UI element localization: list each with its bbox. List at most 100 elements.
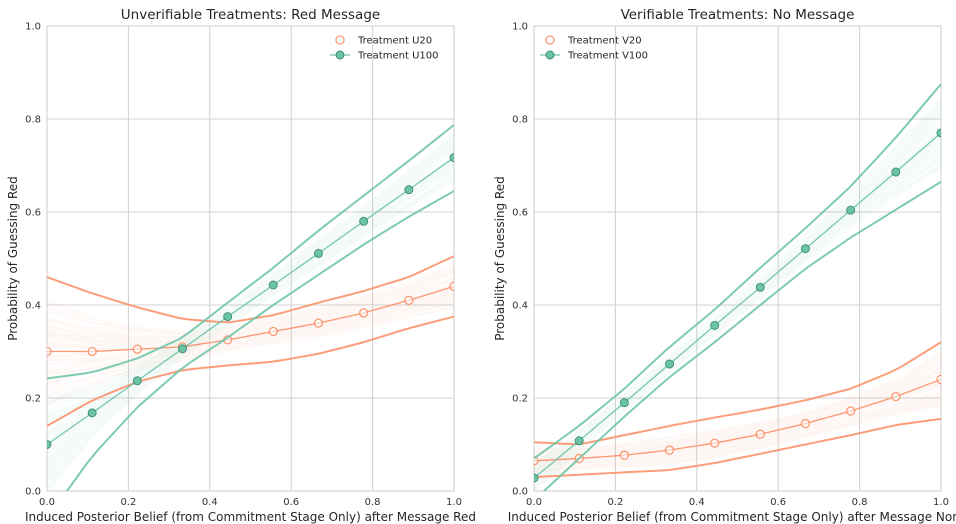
bootstrap-line xyxy=(47,142,454,465)
bootstrap-line xyxy=(47,297,454,397)
bootstrap-line xyxy=(534,151,941,469)
bootstrap-line xyxy=(534,391,941,474)
bootstrap-line xyxy=(47,290,454,365)
treatment-u100-point xyxy=(178,344,188,354)
bootstrap-line xyxy=(47,180,454,461)
bootstrap-line xyxy=(534,158,941,465)
x-tick-label: 0.8 xyxy=(365,497,381,508)
bootstrap-line xyxy=(47,295,454,346)
bootstrap-line xyxy=(47,277,454,346)
bootstrap-line xyxy=(534,133,941,470)
bootstrap-line xyxy=(534,158,941,470)
bootstrap-line xyxy=(47,141,454,444)
x-tick-label: 1.0 xyxy=(933,497,949,508)
chart-title: Unverifiable Treatments: Red Message xyxy=(121,7,380,23)
treatment-v100-band-lower xyxy=(542,180,941,491)
bootstrap-line xyxy=(534,362,941,454)
bootstrap-line xyxy=(47,141,454,467)
bootstrap-line xyxy=(47,297,454,350)
x-tick-label: 0.6 xyxy=(770,497,786,508)
legend-marker xyxy=(545,50,555,60)
bootstrap-line xyxy=(47,301,454,379)
bootstrap-line xyxy=(534,167,941,478)
bootstrap-line xyxy=(47,294,454,342)
bootstrap-line xyxy=(47,158,454,474)
bootstrap-line xyxy=(534,383,941,457)
bootstrap-line xyxy=(47,272,454,357)
bootstrap-line xyxy=(534,107,941,487)
bootstrap-line xyxy=(47,176,454,439)
bootstrap-line xyxy=(47,270,454,339)
treatment-v20-point xyxy=(710,438,720,448)
treatment-u20-band-upper xyxy=(47,255,454,324)
treatment-u20-point xyxy=(47,346,52,357)
bootstrap-line xyxy=(47,270,454,373)
bootstrap-line xyxy=(47,138,454,443)
bootstrap-line xyxy=(47,287,454,394)
plot-area xyxy=(46,25,455,492)
x-tick-label: 0.8 xyxy=(852,497,868,508)
x-axis-label: Induced Posterior Belief (from Commitmen… xyxy=(25,510,476,524)
bootstrap-line xyxy=(534,112,941,491)
bootstrap-line xyxy=(534,379,941,469)
y-tick-label: 0.2 xyxy=(25,394,41,405)
treatment-v100-point xyxy=(710,320,720,330)
bootstrap-line xyxy=(534,112,941,477)
bootstrap-line xyxy=(47,164,454,471)
bootstrap-line xyxy=(534,379,941,458)
bootstrap-line xyxy=(47,138,454,479)
bootstrap-line xyxy=(534,162,941,486)
bootstrap-line xyxy=(534,152,941,467)
bootstrap-line xyxy=(47,179,454,418)
bootstrap-line xyxy=(534,128,941,469)
bootstrap-line xyxy=(534,369,941,473)
treatment-u20-point xyxy=(404,295,414,306)
legend-label: Treatment V20 xyxy=(567,36,642,47)
bootstrap-line xyxy=(534,134,941,484)
bootstrap-line xyxy=(534,366,941,457)
bootstrap-line xyxy=(47,290,454,345)
bootstrap-line xyxy=(534,394,941,465)
bootstrap-line xyxy=(534,394,941,473)
bootstrap-line xyxy=(47,134,454,460)
bootstrap-line xyxy=(47,295,454,375)
treatment-v100-mean-line xyxy=(534,132,941,479)
bootstrap-line xyxy=(47,135,454,422)
treatment-u100-point xyxy=(47,440,52,449)
bootstrap-line xyxy=(47,290,454,344)
right-chart-panel: 0.0 0.2 0.4 0.6 0.8 1.0 0.0 0.2 0.4 0.6 0.8 1.0 Veri… xyxy=(493,7,956,524)
treatment-v20-band-lower xyxy=(534,417,941,479)
x-tick-label: 0.0 xyxy=(39,497,55,508)
bootstrap-line xyxy=(534,370,941,450)
bootstrap-line xyxy=(534,355,941,457)
bootstrap-line xyxy=(534,145,941,484)
treatment-u20-point xyxy=(132,344,143,354)
bootstrap-line xyxy=(534,105,941,476)
bootstrap-line xyxy=(47,288,454,362)
bootstrap-line xyxy=(534,400,941,466)
bootstrap-line xyxy=(534,353,941,465)
bootstrap-line xyxy=(534,367,941,473)
bootstrap-line xyxy=(47,148,454,426)
bootstrap-line xyxy=(47,134,454,437)
bootstrap-line xyxy=(534,111,941,485)
treatment-u100-point xyxy=(132,376,142,386)
bootstrap-line xyxy=(47,168,454,415)
bootstrap-line xyxy=(47,165,454,471)
legend: Treatment V20 Treatment V100 xyxy=(540,35,648,62)
bootstrap-line xyxy=(47,137,454,433)
bootstrap-line xyxy=(534,383,941,455)
bootstrap-line xyxy=(47,271,454,338)
bootstrap-line xyxy=(47,298,454,351)
bootstrap-line xyxy=(47,277,454,343)
bootstrap-line xyxy=(534,396,941,472)
bootstrap-line xyxy=(47,279,454,404)
x-tick-label: 1.0 xyxy=(446,497,462,508)
treatment-v20-point xyxy=(845,406,856,416)
bootstrap-line xyxy=(534,134,941,483)
bootstrap-line xyxy=(47,138,454,428)
y-tick-label: 0.4 xyxy=(512,301,528,312)
treatment-u100-point xyxy=(359,216,369,226)
bootstrap-line xyxy=(47,291,454,344)
bootstrap-line xyxy=(47,286,454,344)
